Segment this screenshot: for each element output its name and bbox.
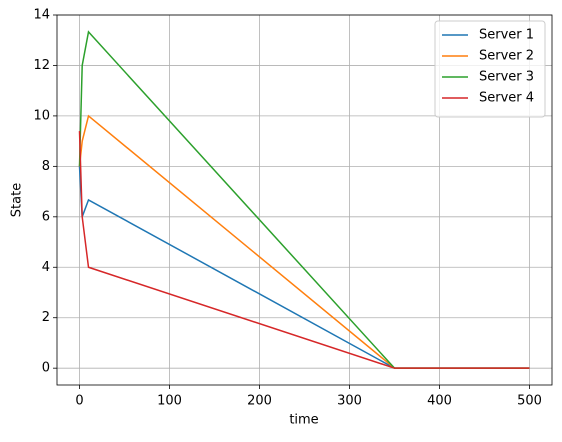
x-tick-label: 200 xyxy=(247,394,272,409)
y-tick-label: 2 xyxy=(42,310,50,325)
legend-label: Server 4 xyxy=(479,91,534,106)
y-axis-label: State xyxy=(10,183,25,217)
plot-frame xyxy=(56,14,553,386)
legend-label: Server 3 xyxy=(479,70,534,85)
y-tick-label: 0 xyxy=(42,361,50,376)
y-tick-label: 12 xyxy=(33,58,50,73)
y-tick-label: 10 xyxy=(33,108,50,123)
legend-box xyxy=(434,20,546,118)
x-tick-label: 400 xyxy=(427,394,452,409)
x-tick-label: 0 xyxy=(75,394,83,409)
y-tick-label: 6 xyxy=(42,209,50,224)
x-tick-label: 100 xyxy=(157,394,182,409)
legend-label: Server 2 xyxy=(479,49,534,64)
legend-label: Server 1 xyxy=(479,28,534,43)
line xyxy=(78,131,530,369)
line xyxy=(78,114,530,369)
y-tick-label: 8 xyxy=(42,159,50,174)
x-axis-label: time xyxy=(289,413,318,428)
x-tick-label: 500 xyxy=(517,394,542,409)
y-tick-label: 4 xyxy=(42,260,50,275)
y-tick-label: 14 xyxy=(33,8,50,23)
x-tick-label: 300 xyxy=(337,394,362,409)
